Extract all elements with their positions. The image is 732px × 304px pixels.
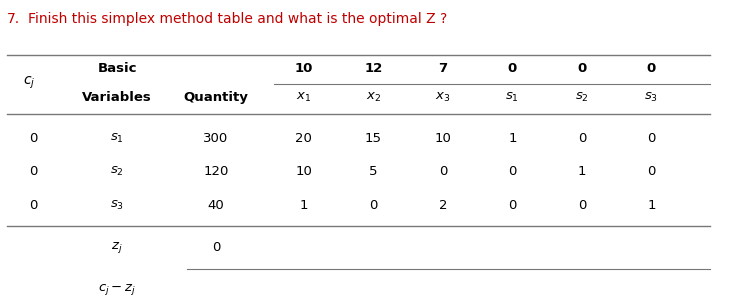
Text: $s_2$: $s_2$ xyxy=(575,91,589,104)
Text: 0: 0 xyxy=(438,165,447,178)
Text: $s_3$: $s_3$ xyxy=(110,199,124,212)
Text: 1: 1 xyxy=(299,199,308,212)
Text: 0: 0 xyxy=(508,165,517,178)
Text: 10: 10 xyxy=(434,132,452,145)
Text: $z_j$: $z_j$ xyxy=(111,240,123,255)
Text: 1: 1 xyxy=(578,165,586,178)
Text: 2: 2 xyxy=(438,199,447,212)
Text: Quantity: Quantity xyxy=(184,91,248,104)
Text: 0: 0 xyxy=(578,199,586,212)
Text: 15: 15 xyxy=(365,132,382,145)
Text: 0: 0 xyxy=(29,165,37,178)
Text: 1: 1 xyxy=(647,199,656,212)
Text: 12: 12 xyxy=(365,62,382,75)
Text: $x_3$: $x_3$ xyxy=(436,91,450,104)
Text: Basic: Basic xyxy=(97,62,137,75)
Text: 0: 0 xyxy=(647,62,656,75)
Text: $c_j$: $c_j$ xyxy=(23,75,35,91)
Text: 0: 0 xyxy=(647,165,656,178)
Text: 7.: 7. xyxy=(7,12,20,26)
Text: Variables: Variables xyxy=(82,91,152,104)
Text: 0: 0 xyxy=(29,132,37,145)
Text: 0: 0 xyxy=(212,241,220,254)
Text: 5: 5 xyxy=(369,165,378,178)
Text: 0: 0 xyxy=(508,199,517,212)
Text: 7: 7 xyxy=(438,62,447,75)
Text: $x_1$: $x_1$ xyxy=(296,91,311,104)
Text: 10: 10 xyxy=(295,165,313,178)
Text: Finish this simplex method table and what is the optimal Z ?: Finish this simplex method table and wha… xyxy=(28,12,447,26)
Text: 0: 0 xyxy=(29,199,37,212)
Text: $s_3$: $s_3$ xyxy=(644,91,659,104)
Text: 20: 20 xyxy=(295,132,313,145)
Text: 1: 1 xyxy=(508,132,517,145)
Text: 0: 0 xyxy=(647,132,656,145)
Text: 10: 10 xyxy=(294,62,313,75)
Text: $c_j - z_j$: $c_j - z_j$ xyxy=(98,282,136,297)
Text: 300: 300 xyxy=(203,132,228,145)
Text: 0: 0 xyxy=(578,62,586,75)
Text: 0: 0 xyxy=(578,132,586,145)
Text: $s_1$: $s_1$ xyxy=(506,91,519,104)
Text: $s_2$: $s_2$ xyxy=(111,165,124,178)
Text: $x_2$: $x_2$ xyxy=(366,91,381,104)
Text: 0: 0 xyxy=(508,62,517,75)
Text: 40: 40 xyxy=(208,199,224,212)
Text: $s_1$: $s_1$ xyxy=(111,132,124,145)
Text: 120: 120 xyxy=(203,165,228,178)
Text: 0: 0 xyxy=(369,199,378,212)
